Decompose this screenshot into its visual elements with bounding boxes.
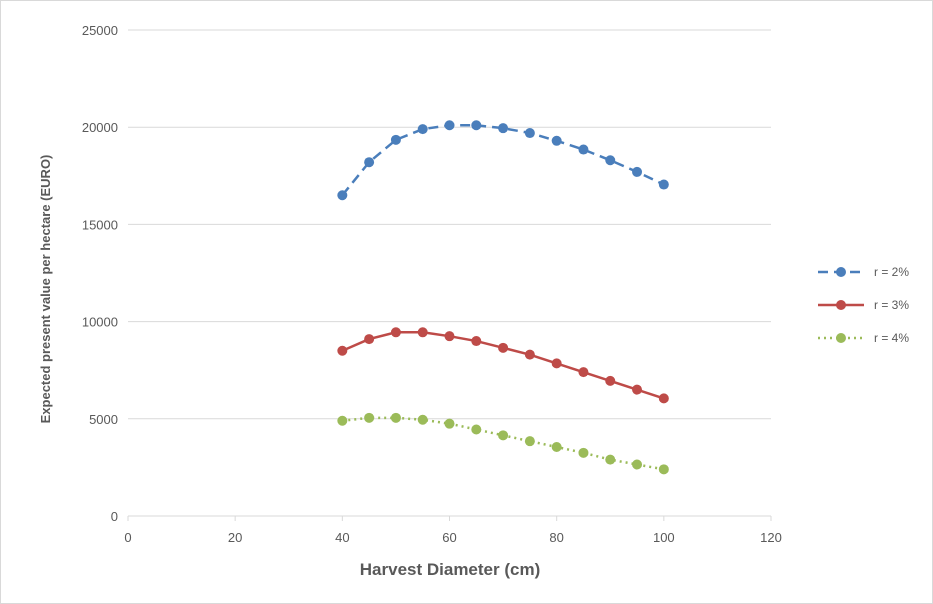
series-layer [337, 120, 669, 475]
x-tick-label: 100 [653, 530, 675, 545]
data-point [605, 375, 616, 386]
data-point [364, 334, 375, 345]
data-point [471, 336, 482, 347]
gridlines [128, 29, 771, 420]
data-point [524, 436, 535, 447]
x-tick-label: 80 [549, 530, 563, 545]
data-point [524, 128, 535, 139]
data-point [605, 454, 616, 465]
legend-item: r = 3% [818, 298, 909, 312]
data-point [524, 349, 535, 360]
x-tick-label: 40 [335, 530, 349, 545]
data-point [551, 135, 562, 146]
data-point [364, 412, 375, 423]
x-tick-label: 120 [760, 530, 782, 545]
series-r-3 [337, 327, 669, 404]
data-point [498, 342, 509, 353]
data-point [364, 157, 375, 168]
series-line [342, 416, 665, 471]
data-point [632, 384, 643, 395]
legend-marker [836, 267, 846, 277]
legend-marker [836, 333, 846, 343]
legend-item: r = 4% [818, 331, 909, 345]
data-point [605, 155, 616, 166]
data-point [337, 415, 348, 426]
data-point [471, 120, 482, 131]
series-line [341, 331, 665, 400]
data-point [658, 464, 669, 475]
data-point [551, 358, 562, 369]
y-tick-label: 10000 [82, 315, 118, 330]
data-point [658, 179, 669, 190]
legend-item: r = 2% [818, 265, 909, 279]
data-point [390, 327, 401, 338]
legend-label: r = 3% [874, 298, 909, 312]
y-tick-label: 0 [111, 509, 118, 524]
data-point [578, 367, 589, 378]
y-tick-label: 25000 [82, 23, 118, 38]
y-tick-labels: 0 5000 10000 15000 20000 25000 [82, 23, 118, 524]
data-point [444, 331, 455, 342]
data-point [471, 424, 482, 435]
data-point [578, 144, 589, 155]
data-point [417, 414, 428, 425]
data-point [578, 447, 589, 458]
x-tick-labels: 0 20 40 60 80 100 120 [124, 530, 781, 545]
data-point [390, 134, 401, 145]
x-tick-label: 20 [228, 530, 242, 545]
data-point [632, 459, 643, 470]
data-point [417, 124, 428, 135]
data-point [337, 190, 348, 201]
data-point [632, 166, 643, 177]
data-point [444, 418, 455, 429]
data-point [551, 441, 562, 452]
data-point [498, 430, 509, 441]
data-point [337, 345, 348, 356]
y-tick-label: 15000 [82, 217, 118, 232]
x-tick-label: 60 [442, 530, 456, 545]
data-point [390, 412, 401, 423]
axes [127, 515, 772, 521]
legend-label: r = 4% [874, 331, 909, 345]
data-point [498, 123, 509, 134]
data-point [444, 120, 455, 131]
y-tick-label: 20000 [82, 120, 118, 135]
legend: r = 2% r = 3% r = 4% [818, 265, 909, 345]
y-tick-label: 5000 [89, 412, 118, 427]
series-r-4 [337, 412, 669, 475]
x-tick-label: 0 [124, 530, 131, 545]
legend-marker [836, 300, 846, 310]
series-line [341, 124, 665, 197]
data-point [417, 327, 428, 338]
data-point [658, 393, 669, 404]
y-axis-title: Expected present value per hectare (EURO… [38, 155, 53, 424]
series-r-2 [337, 120, 669, 201]
legend-label: r = 2% [874, 265, 909, 279]
x-axis-title: Harvest Diameter (cm) [360, 560, 540, 579]
